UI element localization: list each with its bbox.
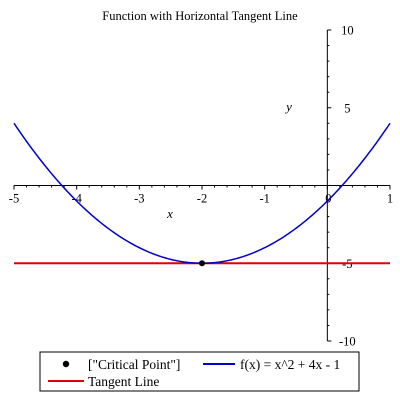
legend: ["Critical Point"] f(x) = x^2 + 4x - 1 T… bbox=[39, 351, 360, 392]
x-tick-label: -3 bbox=[134, 192, 144, 206]
y-tick-label: -10 bbox=[339, 335, 356, 349]
legend-critical-point-label: ["Critical Point"] bbox=[88, 357, 180, 372]
chart-title: Function with Horizontal Tangent Line bbox=[102, 9, 298, 23]
critical-point-marker bbox=[199, 260, 205, 267]
x-tick-label: 1 bbox=[387, 192, 393, 206]
legend-tangent-label: Tangent Line bbox=[88, 374, 159, 389]
plot-area: -5-4-3-2-101-10-5510 bbox=[9, 24, 393, 349]
x-tick-label: 0 bbox=[325, 192, 331, 206]
x-tick-label: -4 bbox=[71, 192, 82, 206]
y-axis-label: y bbox=[284, 99, 292, 114]
x-axis-label: x bbox=[166, 206, 173, 221]
x-tick-label: -1 bbox=[259, 192, 269, 206]
legend-box bbox=[39, 351, 360, 392]
legend-critical-point-marker bbox=[62, 360, 70, 368]
x-tick-label: -5 bbox=[9, 192, 19, 206]
x-tick-label: -2 bbox=[197, 192, 207, 206]
y-tick-label: 5 bbox=[344, 101, 350, 115]
legend-curve-label: f(x) = x^2 + 4x - 1 bbox=[240, 357, 340, 372]
y-tick-label: 10 bbox=[341, 24, 354, 38]
